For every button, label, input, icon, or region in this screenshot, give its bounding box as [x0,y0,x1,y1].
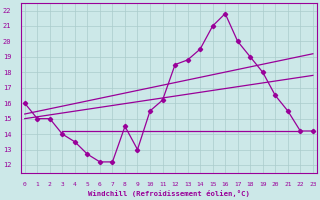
X-axis label: Windchill (Refroidissement éolien,°C): Windchill (Refroidissement éolien,°C) [88,190,250,197]
